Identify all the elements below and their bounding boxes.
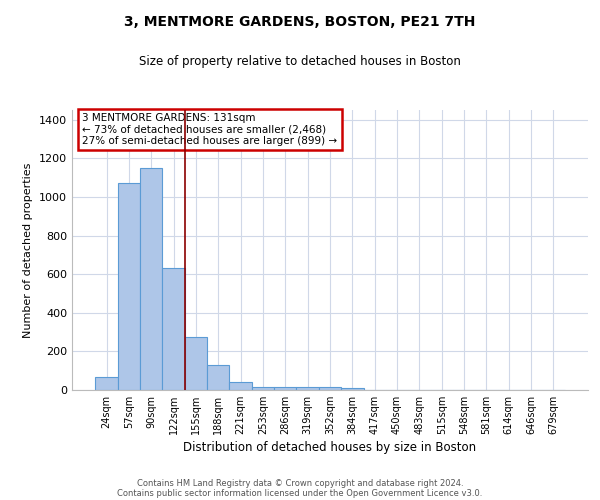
Bar <box>341 388 364 390</box>
Bar <box>296 386 319 390</box>
Bar <box>163 268 185 390</box>
Y-axis label: Number of detached properties: Number of detached properties <box>23 162 34 338</box>
Bar <box>207 365 229 390</box>
Text: 3, MENTMORE GARDENS, BOSTON, PE21 7TH: 3, MENTMORE GARDENS, BOSTON, PE21 7TH <box>124 15 476 29</box>
Text: Contains public sector information licensed under the Open Government Licence v3: Contains public sector information licen… <box>118 488 482 498</box>
Bar <box>118 184 140 390</box>
Text: 3 MENTMORE GARDENS: 131sqm
← 73% of detached houses are smaller (2,468)
27% of s: 3 MENTMORE GARDENS: 131sqm ← 73% of deta… <box>82 113 337 146</box>
Bar <box>185 337 207 390</box>
Text: Size of property relative to detached houses in Boston: Size of property relative to detached ho… <box>139 55 461 68</box>
Bar <box>252 386 274 390</box>
Bar <box>229 382 252 390</box>
Bar <box>319 387 341 390</box>
Bar <box>140 168 163 390</box>
X-axis label: Distribution of detached houses by size in Boston: Distribution of detached houses by size … <box>184 441 476 454</box>
Bar <box>274 386 296 390</box>
Text: Contains HM Land Registry data © Crown copyright and database right 2024.: Contains HM Land Registry data © Crown c… <box>137 478 463 488</box>
Bar <box>95 378 118 390</box>
